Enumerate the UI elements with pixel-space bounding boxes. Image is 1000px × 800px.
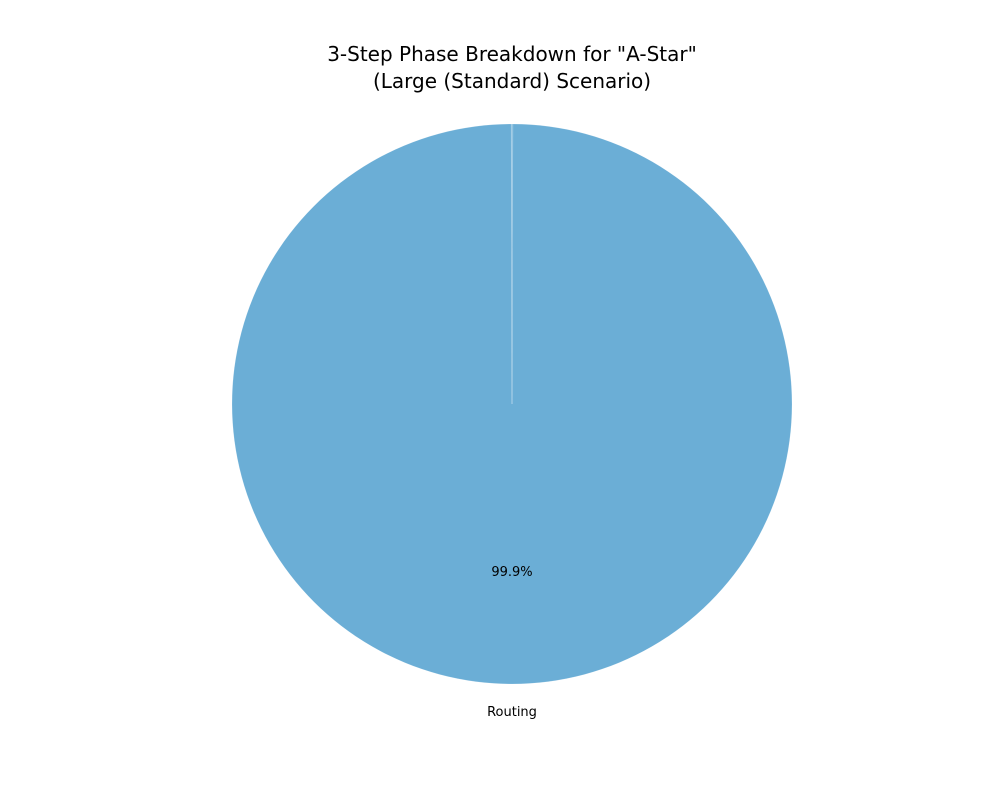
pie-slice-routing <box>231 123 793 685</box>
pie-slice-2 <box>511 123 514 405</box>
chart-subtitle: (Large (Standard) Scenario) <box>373 69 651 93</box>
pie-slices <box>231 123 793 685</box>
pie-labels: 99.9% Routing <box>487 565 537 720</box>
chart-title: 3-Step Phase Breakdown for "A-Star" <box>327 42 697 66</box>
pie-percent-label: 99.9% <box>491 565 532 580</box>
pie-slice-label: Routing <box>487 705 537 720</box>
